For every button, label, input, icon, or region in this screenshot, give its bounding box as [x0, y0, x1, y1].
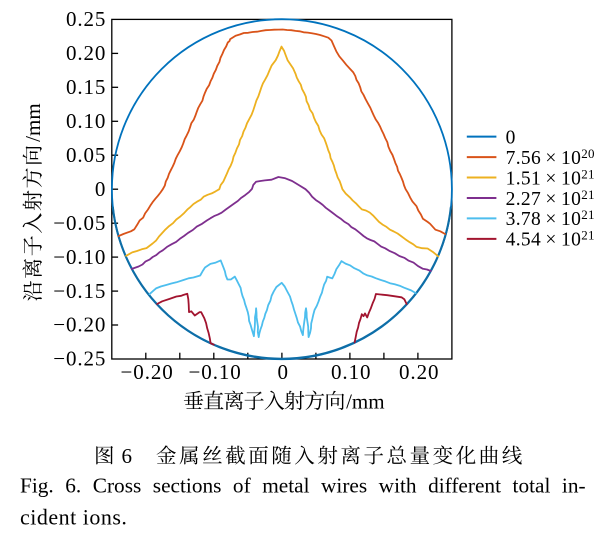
svg-text:cident ions.: cident ions.: [20, 505, 127, 530]
svg-text:−0.25: −0.25: [53, 347, 106, 371]
svg-text:−0.20: −0.20: [53, 313, 106, 337]
svg-text:0: 0: [277, 360, 288, 384]
svg-text:0.10: 0.10: [331, 360, 371, 384]
svg-text:6: 6: [122, 444, 133, 468]
svg-text:0: 0: [95, 177, 106, 201]
svg-text:0.20: 0.20: [399, 360, 439, 384]
svg-text:0.10: 0.10: [66, 109, 106, 133]
svg-text:−0.10: −0.10: [53, 245, 106, 269]
svg-text:1.51 × 1021: 1.51 × 1021: [506, 166, 595, 189]
svg-text:2.27 × 1021: 2.27 × 1021: [506, 187, 595, 210]
svg-text:−0.20: −0.20: [121, 360, 174, 384]
svg-text:−0.10: −0.10: [189, 360, 242, 384]
svg-text:0.05: 0.05: [66, 143, 106, 167]
svg-text:3.78 × 1021: 3.78 × 1021: [506, 207, 595, 230]
svg-text:−0.05: −0.05: [53, 211, 106, 235]
svg-text:Fig. 6. Cross sections of meta: Fig. 6. Cross sections of metal wires wi…: [20, 474, 586, 498]
svg-text:0.15: 0.15: [66, 75, 106, 99]
svg-text:/mm: /mm: [21, 103, 45, 142]
svg-text:7.56 × 1020: 7.56 × 1020: [506, 146, 595, 169]
svg-text:4.54 × 1021: 4.54 × 1021: [506, 228, 595, 251]
svg-text:0: 0: [506, 127, 516, 148]
svg-text:0.25: 0.25: [66, 7, 106, 31]
svg-text:/mm: /mm: [346, 389, 385, 413]
svg-text:0.20: 0.20: [66, 41, 106, 65]
svg-text:−0.15: −0.15: [53, 279, 106, 303]
